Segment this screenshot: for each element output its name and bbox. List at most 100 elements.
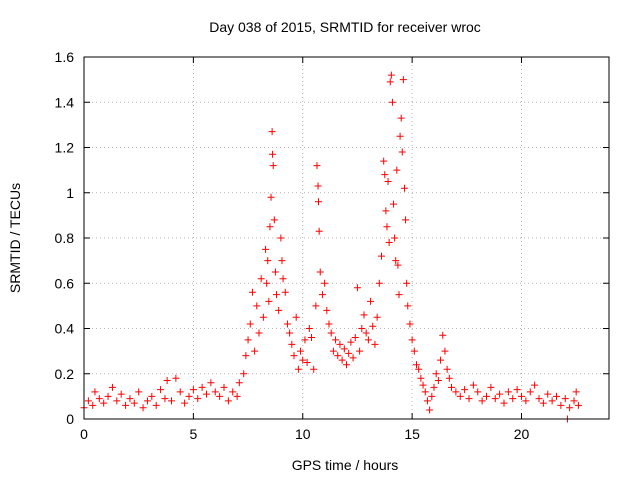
data-point: [353, 284, 361, 292]
data-point: [172, 374, 180, 382]
data-points: [80, 71, 582, 423]
data-point: [265, 297, 273, 305]
data-point: [496, 390, 504, 398]
y-tick-label: 1: [66, 185, 74, 201]
data-point: [557, 401, 565, 409]
y-tick-label: 0: [66, 411, 74, 427]
data-point: [235, 379, 243, 387]
data-point: [157, 386, 165, 394]
data-point: [483, 392, 490, 400]
data-point: [315, 198, 322, 206]
data-point: [415, 365, 423, 373]
data-point: [297, 347, 305, 355]
data-point: [246, 320, 254, 328]
data-point: [281, 288, 289, 296]
data-point: [439, 331, 447, 339]
data-point: [369, 322, 377, 330]
data-point: [329, 347, 337, 355]
data-point: [308, 334, 315, 342]
data-point: [531, 381, 539, 389]
data-point: [283, 320, 291, 328]
data-point: [380, 157, 388, 165]
data-point: [410, 347, 418, 355]
x-axis-label: GPS time / hours: [292, 457, 399, 473]
data-point: [113, 397, 121, 405]
data-point: [504, 388, 512, 396]
data-point: [522, 397, 530, 405]
data-point: [345, 349, 353, 357]
data-point: [229, 388, 237, 396]
data-point: [207, 379, 215, 387]
data-point: [248, 288, 256, 296]
data-point: [216, 392, 224, 400]
data-point: [189, 386, 197, 394]
data-point: [387, 71, 395, 79]
data-point: [271, 268, 279, 276]
data-point: [203, 390, 210, 398]
y-tick-label: 1.6: [55, 49, 75, 65]
data-point: [91, 388, 99, 396]
data-point: [269, 162, 277, 170]
data-point: [278, 257, 286, 265]
data-point: [518, 392, 525, 400]
data-point: [360, 311, 368, 319]
y-tick-labels: 0 0.2 0.4 0.6 0.8 1 1.2 1.4 1.6: [55, 49, 75, 427]
data-point: [104, 392, 112, 400]
data-point: [390, 200, 398, 208]
data-point: [294, 365, 302, 373]
data-point: [343, 361, 350, 369]
data-point: [392, 257, 400, 265]
grid-lines: [84, 57, 609, 419]
data-point: [398, 148, 406, 156]
data-point: [244, 336, 252, 344]
data-point: [279, 275, 287, 283]
data-point: [432, 370, 440, 378]
data-point: [426, 406, 434, 414]
x-tick-labels: 0 5 10 15 20: [80, 426, 529, 442]
data-point: [95, 395, 103, 403]
data-point: [251, 347, 259, 355]
data-point: [176, 388, 184, 396]
data-point: [277, 234, 285, 242]
data-point: [267, 193, 275, 201]
data-point: [168, 397, 175, 405]
data-point: [393, 166, 401, 174]
y-tick-label: 0.4: [55, 321, 75, 337]
data-point: [303, 358, 311, 366]
data-point: [340, 345, 348, 353]
data-point: [288, 340, 296, 348]
data-point: [351, 334, 359, 342]
data-point: [240, 370, 248, 378]
data-point: [382, 207, 390, 215]
data-point: [461, 386, 469, 394]
data-point: [139, 404, 147, 412]
data-point: [321, 279, 329, 287]
data-point: [417, 374, 425, 382]
data-point: [299, 356, 307, 364]
data-point: [474, 388, 482, 396]
data-point: [315, 227, 323, 235]
y-tick-label: 0.6: [55, 275, 75, 291]
data-point: [181, 399, 189, 407]
data-point: [122, 401, 130, 409]
data-point: [391, 234, 399, 242]
data-point: [161, 395, 169, 403]
data-point: [509, 395, 517, 403]
data-point: [413, 361, 420, 369]
data-point: [400, 184, 408, 192]
data-point: [211, 388, 219, 396]
data-point: [362, 329, 370, 337]
data-point: [270, 216, 278, 224]
data-point: [332, 336, 340, 344]
data-point: [290, 352, 298, 360]
data-point: [371, 340, 379, 348]
data-point: [336, 340, 344, 348]
y-tick-label: 1.2: [55, 140, 75, 156]
data-point: [443, 365, 451, 373]
data-point: [286, 329, 294, 337]
data-point: [325, 320, 333, 328]
data-point: [316, 268, 324, 276]
data-point: [397, 114, 405, 122]
data-point: [561, 395, 569, 403]
